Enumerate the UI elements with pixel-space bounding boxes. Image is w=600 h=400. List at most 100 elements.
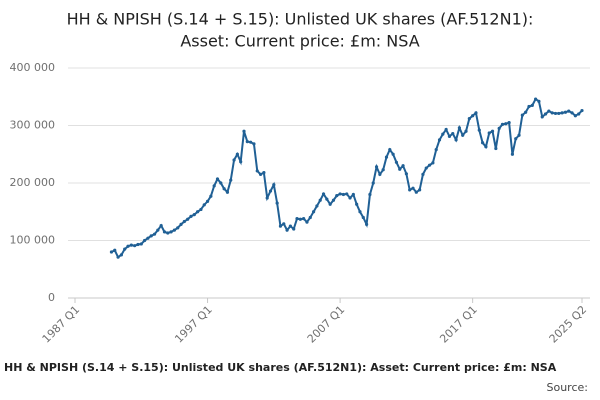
data-point — [126, 244, 130, 248]
data-point — [358, 210, 362, 214]
data-point — [146, 236, 150, 240]
data-point — [520, 113, 524, 117]
data-point — [447, 134, 452, 139]
data-point — [215, 177, 220, 181]
data-point — [285, 228, 289, 232]
data-point — [404, 172, 408, 176]
data-point — [142, 238, 147, 243]
data-point — [219, 181, 223, 185]
data-point — [202, 203, 206, 207]
data-point — [225, 190, 230, 194]
data-point — [497, 126, 501, 130]
data-point — [268, 189, 273, 193]
chart-title: Asset: Current price: £m: NSA — [180, 32, 419, 51]
x-tick-label: 2017 Q1 — [437, 303, 480, 346]
data-point — [451, 131, 455, 136]
data-point — [249, 140, 253, 144]
data-point — [308, 215, 312, 220]
x-tick-label: 1997 Q1 — [172, 303, 215, 346]
data-point — [116, 255, 120, 259]
data-point — [371, 181, 375, 185]
data-point — [361, 215, 365, 220]
data-point — [298, 217, 302, 221]
data-point — [186, 217, 190, 221]
data-point — [467, 117, 471, 121]
data-point — [335, 194, 339, 198]
data-point — [318, 198, 322, 202]
data-point — [245, 140, 249, 144]
data-point — [394, 160, 399, 164]
data-point — [418, 188, 422, 192]
data-point — [295, 217, 299, 221]
data-line — [110, 97, 583, 259]
data-point — [325, 197, 329, 201]
data-point — [176, 226, 180, 230]
data-point — [408, 188, 412, 192]
data-point — [398, 167, 402, 171]
data-point — [109, 250, 114, 254]
data-point — [504, 122, 508, 126]
data-point — [437, 138, 442, 142]
data-point — [378, 172, 382, 176]
data-point — [139, 242, 143, 246]
data-point — [471, 114, 475, 118]
data-point — [159, 223, 163, 228]
x-tick-label: 2025 Q2 — [547, 303, 590, 346]
y-tick-label: 100 000 — [10, 234, 56, 247]
data-point — [454, 138, 458, 142]
data-point — [292, 227, 296, 231]
data-point — [391, 152, 395, 156]
data-point — [421, 172, 425, 176]
y-tick-label: 200 000 — [10, 176, 56, 189]
data-point — [381, 168, 385, 172]
data-point — [524, 110, 528, 114]
data-point — [517, 133, 521, 137]
data-point — [265, 196, 269, 200]
data-point — [464, 129, 468, 133]
data-point — [162, 230, 167, 234]
data-point — [480, 141, 485, 145]
data-point — [331, 198, 336, 202]
data-point — [152, 232, 157, 236]
data-point — [534, 97, 538, 101]
data-point — [431, 161, 435, 165]
data-point — [543, 112, 548, 116]
data-point — [577, 112, 581, 116]
data-point — [355, 202, 359, 206]
data-point — [580, 108, 584, 113]
y-tick-label: 300 000 — [10, 119, 56, 132]
data-point — [500, 122, 505, 126]
data-point — [510, 152, 515, 156]
data-point — [321, 192, 326, 196]
data-point — [530, 103, 534, 107]
data-point — [560, 111, 564, 115]
data-point — [434, 148, 438, 152]
data-point — [444, 127, 448, 132]
data-point — [388, 148, 392, 152]
data-point — [494, 146, 498, 151]
y-tick-label: 400 000 — [10, 61, 56, 74]
source-label: Source: — [547, 381, 589, 394]
chart-title: HH & NPISH (S.14 + S.15): Unlisted UK sh… — [67, 10, 534, 29]
data-point — [527, 104, 531, 109]
data-point — [272, 183, 276, 187]
data-point — [384, 155, 389, 159]
data-point — [172, 228, 177, 232]
data-point — [169, 230, 173, 234]
data-point — [328, 202, 332, 206]
data-point — [212, 184, 216, 188]
data-point — [275, 201, 279, 205]
data-point — [441, 132, 445, 136]
data-point — [414, 190, 418, 194]
data-point — [229, 178, 233, 182]
data-point — [235, 152, 239, 156]
data-point — [338, 192, 342, 196]
data-point — [490, 129, 495, 133]
data-point — [427, 163, 432, 167]
data-point — [189, 214, 193, 218]
data-point — [119, 253, 123, 257]
data-point — [136, 242, 140, 247]
data-point — [567, 109, 571, 113]
